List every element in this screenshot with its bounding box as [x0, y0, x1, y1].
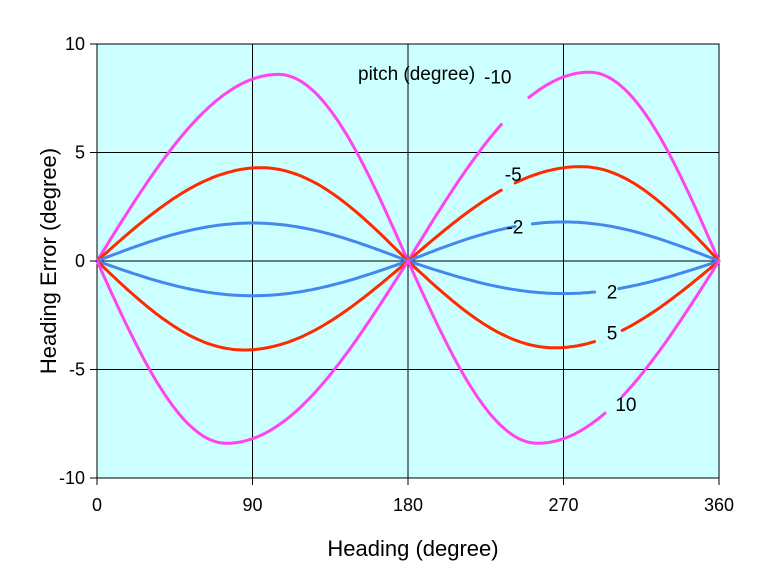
x-tick-label: 180: [393, 495, 423, 515]
series-line: [95, 259, 597, 352]
series-label: -10: [484, 68, 511, 89]
series-line: [95, 221, 517, 263]
series-line: [620, 259, 721, 332]
series-layer: [95, 70, 721, 445]
series-label: 5: [607, 324, 618, 345]
series-line: [95, 259, 607, 445]
x-tick-label: 0: [92, 495, 102, 515]
ticks: [90, 43, 720, 485]
series-line: [95, 259, 597, 298]
series-line: [527, 70, 721, 263]
y-tick-label: 10: [65, 34, 85, 54]
series-line: [617, 259, 721, 291]
x-tick-label: 270: [548, 495, 578, 515]
series-line: [530, 220, 721, 263]
series-line: [513, 165, 721, 263]
y-tick-label: -10: [59, 468, 85, 488]
series-label: 2: [607, 282, 618, 303]
x-axis-title: Heading (degree): [327, 536, 498, 561]
series-label: 10: [615, 395, 636, 416]
series-label: -5: [505, 165, 522, 186]
tick-labels: 0 90 180 270 360 10 5 0 -5 -10: [59, 34, 734, 515]
y-tick-label: -5: [69, 360, 85, 380]
x-tick-label: 360: [704, 495, 734, 515]
y-tick-label: 0: [75, 251, 85, 271]
series-line: [95, 166, 503, 263]
y-tick-label: 5: [75, 143, 85, 163]
x-tick-label: 90: [242, 495, 262, 515]
legend-title: pitch (degree): [358, 64, 475, 85]
series-line: [95, 72, 503, 263]
y-axis-title: Heading Error (degree): [36, 148, 61, 374]
series-label: -2: [506, 217, 523, 238]
series-line: [620, 259, 721, 398]
series-labels: -10 -5 -2 2 5 10: [484, 68, 636, 417]
